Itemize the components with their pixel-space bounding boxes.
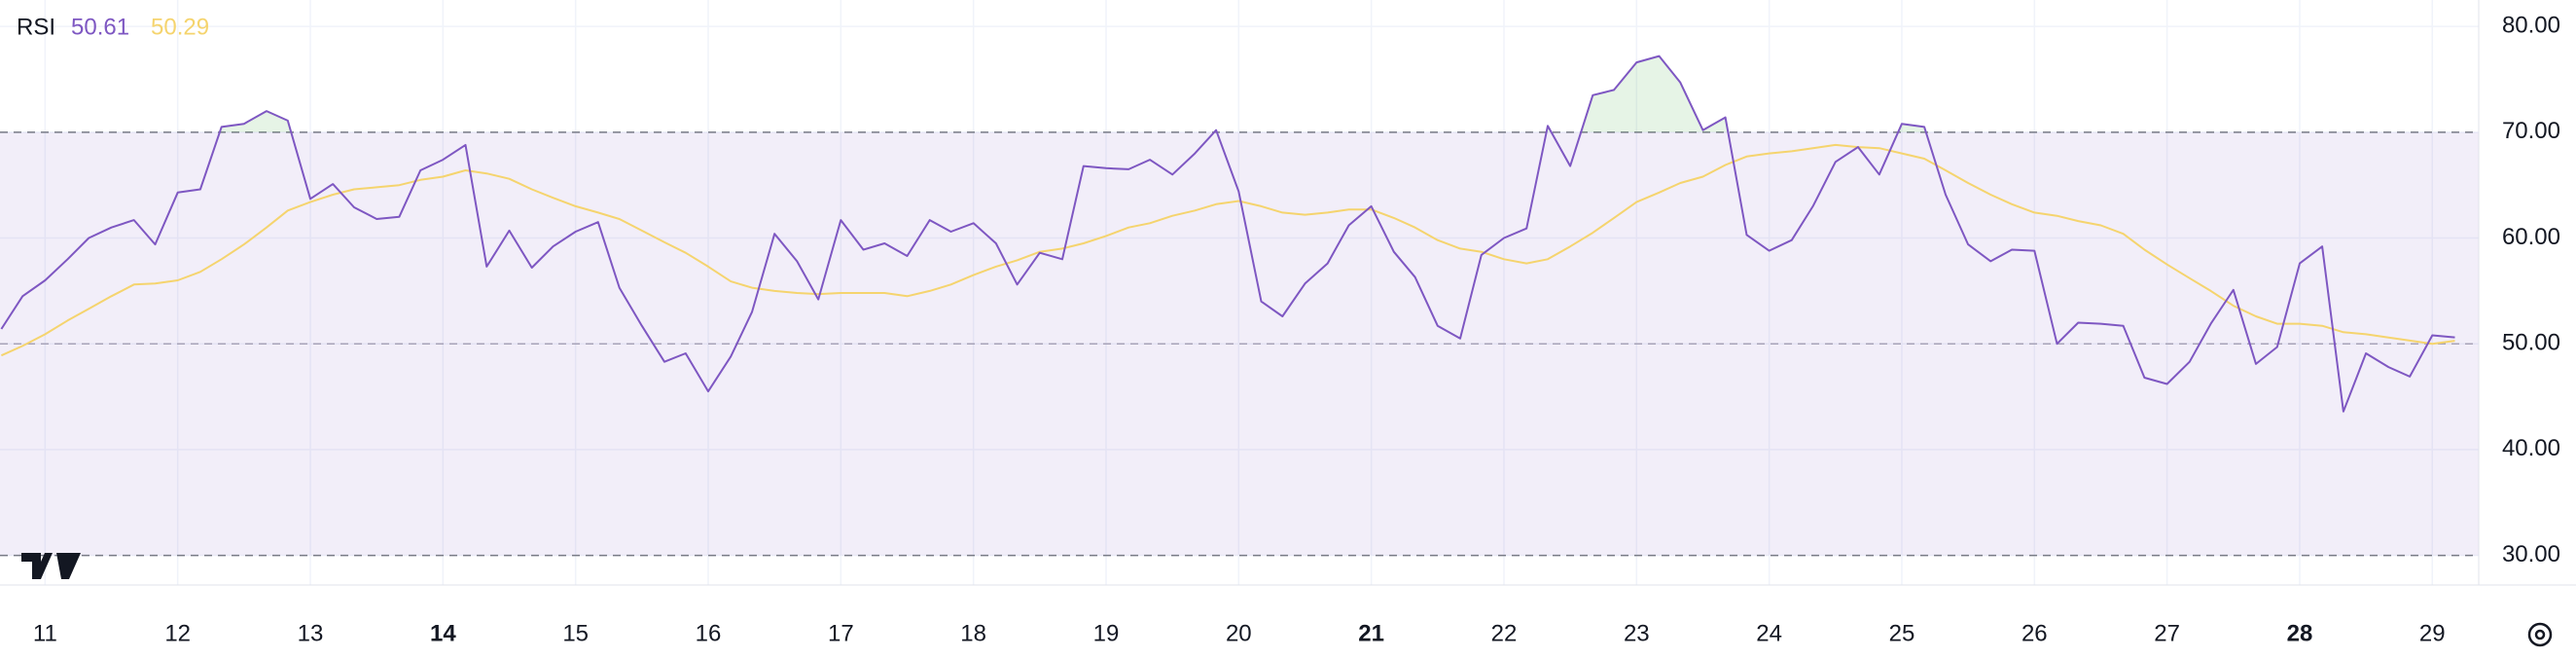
- ma-value: 50.29: [151, 14, 209, 40]
- x-tick-label: 25: [1889, 620, 1915, 646]
- x-tick-label: 28: [2287, 620, 2313, 646]
- y-tick-label: 50.00: [2502, 330, 2560, 356]
- x-tick-label: 12: [164, 620, 191, 646]
- x-tick-label: 21: [1358, 620, 1384, 646]
- x-tick-label: 20: [1226, 620, 1252, 646]
- series-line: [0, 55, 2455, 413]
- x-tick-label: 11: [33, 620, 57, 646]
- x-tick-label: 22: [1491, 620, 1518, 646]
- series-line: [0, 143, 2455, 357]
- x-tick-label: 14: [430, 620, 456, 646]
- y-tick-label: 60.00: [2502, 224, 2560, 250]
- x-tick-label: 18: [960, 620, 986, 646]
- rsi-value: 50.61: [71, 14, 129, 40]
- logo: [21, 553, 81, 579]
- y-tick-label: 30.00: [2502, 541, 2560, 567]
- x-tick-label: 15: [562, 620, 589, 646]
- x-tick-label: 16: [696, 620, 722, 646]
- indicator-name: RSI: [17, 14, 55, 40]
- x-tick-label: 19: [1093, 620, 1120, 646]
- y-tick-label: 70.00: [2502, 118, 2560, 144]
- y-tick-label: 40.00: [2502, 435, 2560, 461]
- x-tick-label: 27: [2154, 620, 2180, 646]
- x-tick-label: 23: [1624, 620, 1650, 646]
- x-tick-label: 24: [1756, 620, 1782, 646]
- x-tick-label: 17: [828, 620, 854, 646]
- y-tick-label: 80.00: [2502, 13, 2560, 39]
- x-tick-label: 13: [298, 620, 324, 646]
- settings-icon[interactable]: [2527, 622, 2553, 647]
- x-tick-label: 29: [2419, 620, 2446, 646]
- x-tick-label: 26: [2021, 620, 2048, 646]
